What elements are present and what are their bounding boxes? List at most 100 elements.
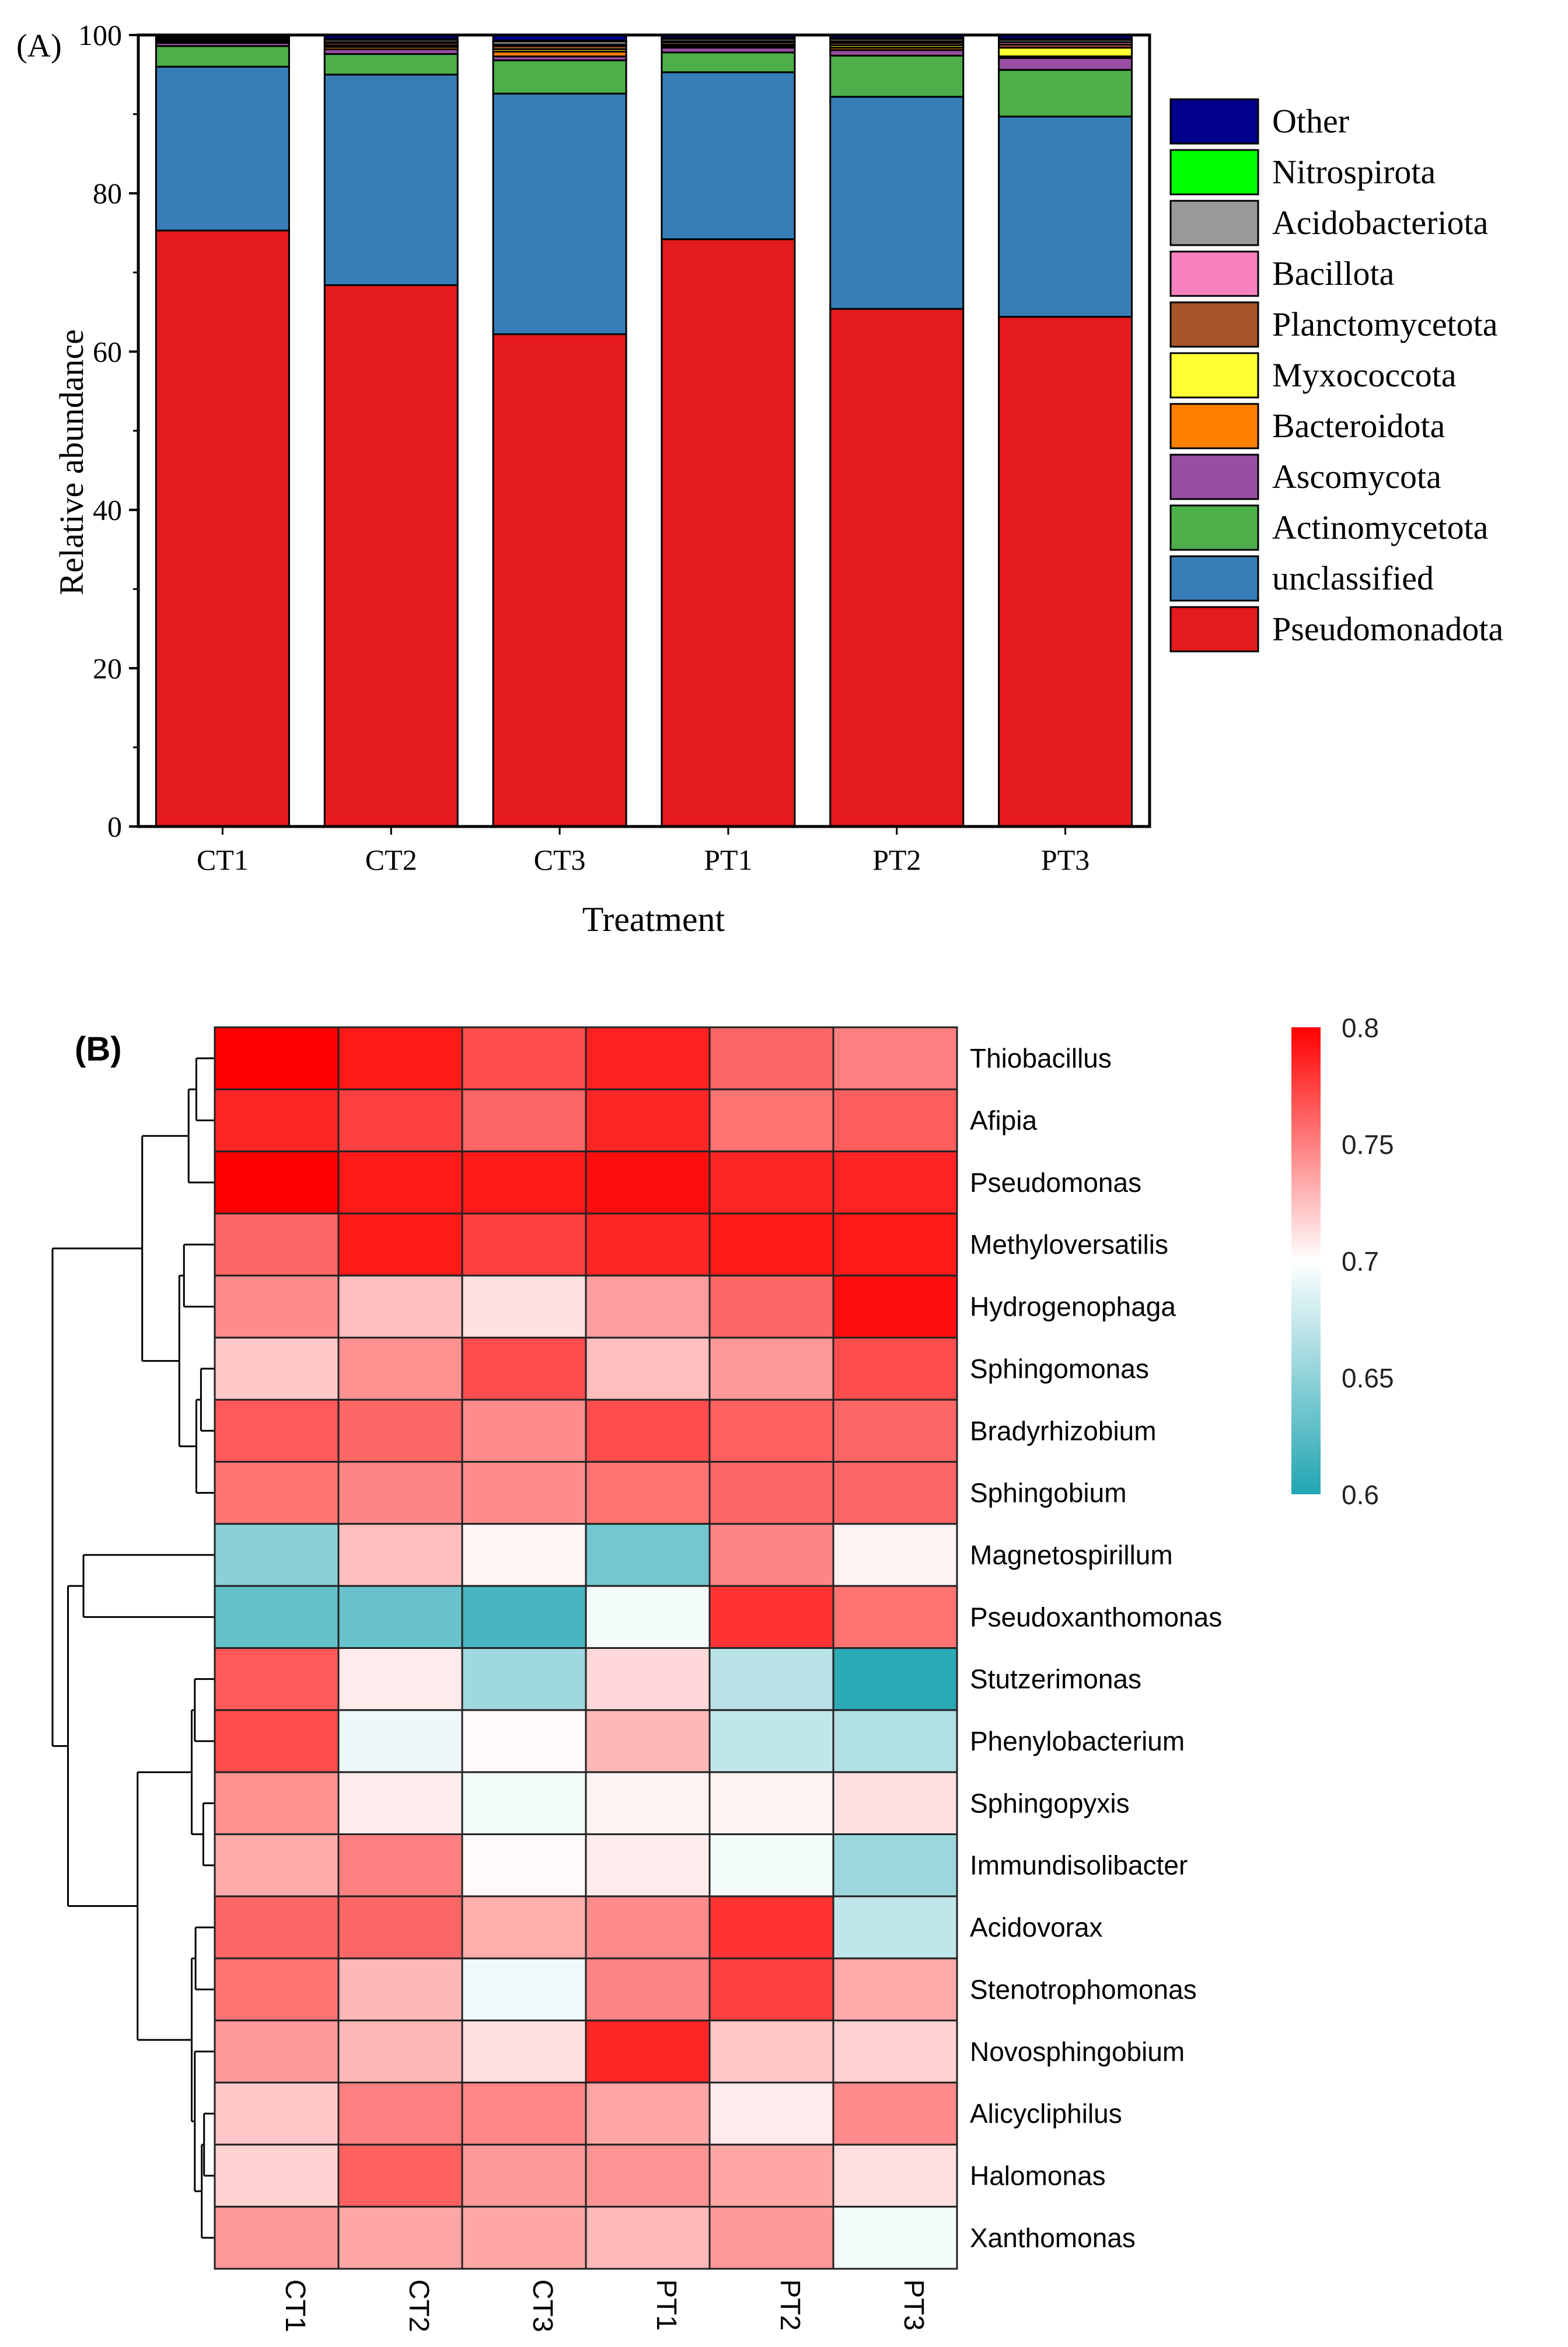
heatmap-cell-sphingobium-ct1 <box>214 1460 340 1525</box>
heatmap-cell-novosphingobium-pt3 <box>832 2020 958 2084</box>
heatmap-cell-sphingopyxis-ct1 <box>214 1771 340 1836</box>
heatmap-cell-sphingomonas-pt2 <box>708 1337 834 1401</box>
heatmap-cell-pseudoxanthomonas-pt1 <box>585 1585 711 1649</box>
heatmap-cell-sphingopyxis-ct2 <box>337 1771 463 1836</box>
y-tick-label-100: 100 <box>78 19 122 51</box>
x-tick-label-ct1: CT1 <box>197 843 249 876</box>
x-tick-label-ct3: CT3 <box>534 843 586 876</box>
y-tick-label-0: 0 <box>107 810 122 843</box>
bar-segment-ct1-pseudomonadota <box>155 229 290 828</box>
row-label-novosphingobium: Novosphingobium <box>970 2036 1185 2067</box>
heatmap-cell-sphingomonas-ct3 <box>461 1337 587 1401</box>
heatmap-cell-methyloversatilis-ct1 <box>214 1212 340 1277</box>
heatmap-cell-hydrogenophaga-pt2 <box>708 1274 834 1339</box>
heatmap-cell-thiobacillus-pt3 <box>832 1026 958 1090</box>
heatmap-cell-bradyrhizobium-pt3 <box>832 1399 958 1463</box>
heatmap-cell-afipia-ct1 <box>214 1088 340 1153</box>
heatmap-cell-phenylobacterium-pt3 <box>832 1709 958 1773</box>
row-label-alicycliphilus: Alicycliphilus <box>970 2098 1122 2129</box>
heatmap-cell-bradyrhizobium-ct1 <box>214 1399 340 1463</box>
bar-segment-pt3-myxococcota <box>998 47 1133 58</box>
row-label-thiobacillus: Thiobacillus <box>970 1043 1112 1073</box>
heatmap-cell-xanthomonas-ct1 <box>214 2206 340 2270</box>
heatmap-cell-alicycliphilus-pt1 <box>585 2081 711 2146</box>
heatmap-cell-phenylobacterium-pt1 <box>585 1709 711 1773</box>
heatmap-cell-afipia-pt2 <box>708 1088 834 1153</box>
row-label-afipia: Afipia <box>970 1106 1037 1136</box>
heatmap-cell-novosphingobium-ct3 <box>461 2020 587 2084</box>
heatmap-cell-magnetospirillum-ct3 <box>461 1523 587 1587</box>
y-tick-label-80: 80 <box>93 177 122 210</box>
row-label-sphingopyxis: Sphingopyxis <box>970 1788 1130 1818</box>
heatmap-cell-stenotrophomonas-ct3 <box>461 1957 587 2022</box>
legend-label-acidobacteriota: Acidobacteriota <box>1272 204 1488 242</box>
heatmap-cell-sphingomonas-ct2 <box>337 1337 463 1401</box>
heatmap-cell-hydrogenophaga-pt3 <box>832 1274 958 1339</box>
heatmap-cell-pseudomonas-ct1 <box>214 1150 340 1215</box>
heatmap-cell-acidovorax-pt2 <box>708 1895 834 1959</box>
legend: Other Nitrospirota Acidobacteriota Bacillot… <box>1169 98 1503 653</box>
row-label-bradyrhizobium: Bradyrhizobium <box>970 1415 1157 1446</box>
heatmap-cell-novosphingobium-ct2 <box>337 2020 463 2084</box>
legend-swatch-ascomycota <box>1169 454 1259 500</box>
bar-segment-ct1-unclassified <box>155 65 290 232</box>
heatmap-cell-pseudomonas-pt3 <box>832 1150 958 1215</box>
heatmap-cell-sphingobium-ct3 <box>461 1460 587 1525</box>
heatmap-cell-methyloversatilis-ct2 <box>337 1212 463 1277</box>
heatmap-cell-alicycliphilus-ct1 <box>214 2081 340 2146</box>
column-label-pt1: PT1 <box>651 2279 682 2331</box>
heatmap-cell-hydrogenophaga-ct3 <box>461 1274 587 1339</box>
heatmap-grid <box>214 1026 958 2270</box>
heatmap-cell-immundisolibacter-pt1 <box>585 1833 711 1898</box>
legend-label-nitrospirota: Nitrospirota <box>1272 153 1436 191</box>
row-label-hydrogenophaga: Hydrogenophaga <box>970 1292 1176 1322</box>
heatmap-cell-sphingopyxis-pt1 <box>585 1771 711 1836</box>
panel-a-stacked-bar-chart: (A) 0 20 40 60 80 100 CT1 CT2 CT3 PT1 PT2 PT3 Rela… <box>16 19 1503 939</box>
bar-segment-pt1-unclassified <box>661 71 796 240</box>
heatmap-cell-stenotrophomonas-pt1 <box>585 1957 711 2022</box>
heatmap-cell-sphingopyxis-ct3 <box>461 1771 587 1836</box>
heatmap-cell-xanthomonas-ct2 <box>337 2206 463 2270</box>
heatmap-cell-methyloversatilis-pt2 <box>708 1212 834 1277</box>
heatmap-cell-afipia-ct3 <box>461 1088 587 1153</box>
legend-swatch-actinomycetota <box>1169 504 1259 551</box>
heatmap-cell-pseudoxanthomonas-ct3 <box>461 1585 587 1649</box>
heatmap-cell-stutzerimonas-pt1 <box>585 1647 711 1711</box>
heatmap-cell-magnetospirillum-pt2 <box>708 1523 834 1587</box>
x-tick-label-pt2: PT2 <box>872 843 921 876</box>
heatmap-cell-sphingomonas-ct1 <box>214 1337 340 1401</box>
bar-segment-ct2-actinomycetota <box>323 53 459 76</box>
heatmap-cell-thiobacillus-ct3 <box>461 1026 587 1090</box>
row-dendrogram <box>51 1057 215 2239</box>
heatmap-cell-stutzerimonas-pt3 <box>832 1647 958 1711</box>
heatmap-cell-pseudoxanthomonas-pt2 <box>708 1585 834 1649</box>
heatmap-cell-methyloversatilis-pt1 <box>585 1212 711 1277</box>
legend-label-other: Other <box>1272 102 1349 140</box>
heatmap-cell-sphingobium-pt3 <box>832 1460 958 1525</box>
row-label-immundisolibacter: Immundisolibacter <box>970 1850 1188 1881</box>
column-label-ct3: CT3 <box>527 2279 558 2332</box>
heatmap-cell-afipia-pt3 <box>832 1088 958 1153</box>
column-labels: CT1 CT2 CT3 PT1 PT2 PT3 <box>280 2279 929 2332</box>
heatmap-cell-xanthomonas-pt2 <box>708 2206 834 2270</box>
heatmap-cell-stenotrophomonas-ct1 <box>214 1957 340 2022</box>
heatmap-cell-phenylobacterium-ct2 <box>337 1709 463 1773</box>
heatmap-cell-novosphingobium-ct1 <box>214 2020 340 2084</box>
heatmap-cell-immundisolibacter-ct1 <box>214 1833 340 1898</box>
plot-background <box>138 35 1150 826</box>
bar-segment-ct3-actinomycetota <box>492 59 627 95</box>
heatmap-cell-stenotrophomonas-pt3 <box>832 1957 958 2022</box>
heatmap-cell-phenylobacterium-pt2 <box>708 1709 834 1773</box>
panel-b-label: (B) <box>75 1030 122 1068</box>
row-label-halomonas: Halomonas <box>970 2160 1106 2191</box>
legend-swatch-bacteroidota <box>1169 403 1259 449</box>
heatmap-cell-stutzerimonas-ct2 <box>337 1647 463 1711</box>
bar-plot-area <box>137 33 1151 828</box>
heatmap-cell-pseudomonas-pt1 <box>585 1150 711 1215</box>
heatmap-cell-thiobacillus-pt2 <box>708 1026 834 1090</box>
colorbar-tick-0-7: 0.7 <box>1342 1246 1379 1277</box>
colorbar-tick-0-8: 0.8 <box>1342 1013 1379 1043</box>
heatmap-cell-sphingomonas-pt1 <box>585 1337 711 1401</box>
legend-swatch-acidobacteriota <box>1169 200 1259 246</box>
row-label-sphingomonas: Sphingomonas <box>970 1354 1149 1384</box>
